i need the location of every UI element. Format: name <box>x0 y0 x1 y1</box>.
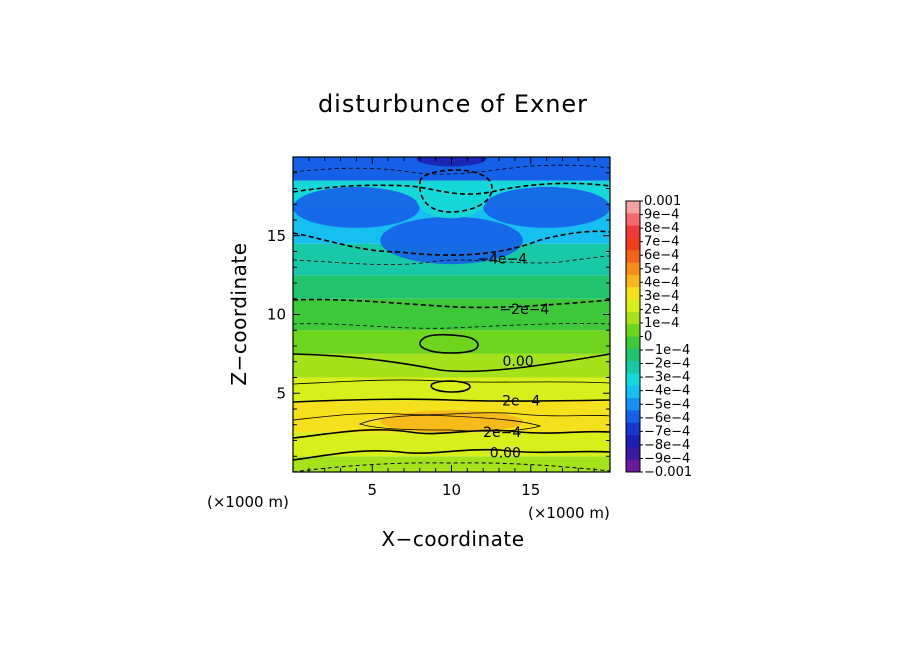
contour-line <box>293 462 610 472</box>
colorbar: 0.0019e−48e−47e−46e−45e−44e−43e−42e−41e−… <box>625 194 692 480</box>
colorbar-segment <box>626 213 640 226</box>
colorbar-segment <box>626 410 640 424</box>
colorbar-segment <box>626 398 640 411</box>
chart-title: disturbunce of Exner <box>318 90 588 118</box>
colorbar-segment <box>626 274 640 288</box>
contour-line <box>293 298 610 309</box>
colorbar-label: −7e−4 <box>644 424 690 439</box>
colorbar-label: −1e−4 <box>644 343 690 358</box>
colorbar-label: 5e−4 <box>644 262 679 277</box>
colorbar-segment <box>626 373 640 387</box>
contour-line <box>293 398 610 403</box>
colorbar-label: −6e−4 <box>644 411 690 426</box>
colorbar-label: 0.001 <box>644 194 681 209</box>
colorbar-label: 7e−4 <box>644 235 679 250</box>
colorbar-label: −2e−4 <box>644 357 690 372</box>
contour-label: 0.00 <box>490 445 521 461</box>
colorbar-label: 8e−4 <box>644 221 679 236</box>
colorbar-label: −5e−4 <box>644 397 690 412</box>
x-tick-label: 10 <box>442 481 461 499</box>
colorbar-segment <box>626 336 640 350</box>
colorbar-label: 9e−4 <box>644 208 679 223</box>
contour-line <box>419 169 493 213</box>
value-feature <box>416 180 487 219</box>
contour-line <box>430 380 471 393</box>
contour-line <box>293 323 610 329</box>
colorbar-segment <box>626 361 640 374</box>
x-unit-label: (×1000 m) <box>528 504 610 522</box>
colorbar-segment <box>626 299 640 313</box>
colorbar-label: −9e−4 <box>644 451 690 466</box>
x-tick-label: 15 <box>521 481 540 499</box>
colorbar-label: −4e−4 <box>644 384 690 399</box>
colorbar-segment <box>626 225 640 239</box>
colorbar-label: 1e−4 <box>644 316 679 331</box>
value-feature <box>483 186 610 228</box>
contour-layer <box>293 164 610 472</box>
y-tick-label: 5 <box>276 384 286 402</box>
y-tick-label: 10 <box>267 306 286 324</box>
y-tick-label: 15 <box>267 227 286 245</box>
colorbar-segment <box>626 237 640 251</box>
colorbar-segment <box>626 287 640 300</box>
contour-line <box>293 429 610 439</box>
contour-line <box>293 230 610 256</box>
contour-label: 2e−4 <box>483 425 521 441</box>
contour-label: −2e−4 <box>499 302 549 318</box>
colorbar-label: −0.001 <box>644 465 692 480</box>
x-tick-label: 5 <box>367 481 377 499</box>
colorbar-label: 3e−4 <box>644 289 679 304</box>
value-band <box>293 353 610 378</box>
value-feature <box>293 186 420 228</box>
colorbar-segment <box>626 422 640 436</box>
x-axis: 5 10 15 <box>308 157 595 499</box>
colorbar-label: 4e−4 <box>644 275 679 290</box>
feature-layer <box>293 157 610 433</box>
colorbar-segment <box>626 385 640 399</box>
colorbar-segment <box>626 459 640 473</box>
y-axis-label: Z−coordinate <box>227 242 251 385</box>
contour-line <box>293 353 610 373</box>
contour-label: 0.00 <box>502 354 533 370</box>
colorbar-label: 0 <box>644 330 652 345</box>
colorbar-label: −3e−4 <box>644 370 690 385</box>
y-axis: 5 10 15 <box>267 172 610 457</box>
value-band <box>293 298 610 331</box>
value-feature <box>424 334 479 354</box>
plot-area: −4e−4 −2e−4 0.00 2e−4 2e−4 0.00 <box>293 157 610 472</box>
colorbar-segment <box>626 447 640 460</box>
contour-line <box>293 412 610 421</box>
contour-label: −4e−4 <box>477 252 527 268</box>
value-feature <box>434 382 469 392</box>
contour-line <box>293 448 610 461</box>
contour-label-layer: −4e−4 −2e−4 0.00 2e−4 2e−4 0.00 <box>477 252 549 462</box>
contour-line <box>419 333 479 354</box>
colorbar-segment <box>626 262 640 276</box>
colorbar-segment <box>626 250 640 263</box>
colorbar-label: 2e−4 <box>644 302 679 317</box>
colorbar-segment <box>626 435 640 448</box>
colorbar-label: 6e−4 <box>644 248 679 263</box>
colorbar-segment <box>626 324 640 337</box>
colorbar-label: −8e−4 <box>644 438 690 453</box>
colorbar-segment <box>626 311 640 325</box>
x-axis-label: X−coordinate <box>381 527 524 551</box>
colorbar-segment <box>626 201 640 214</box>
colorbar-segment <box>626 348 640 362</box>
contour-line <box>358 414 542 432</box>
value-feature <box>380 410 523 433</box>
contour-label: 2e−4 <box>502 393 540 409</box>
value-band <box>293 275 610 299</box>
contour-line <box>293 255 610 265</box>
y-unit-label: (×1000 m) <box>207 493 289 511</box>
